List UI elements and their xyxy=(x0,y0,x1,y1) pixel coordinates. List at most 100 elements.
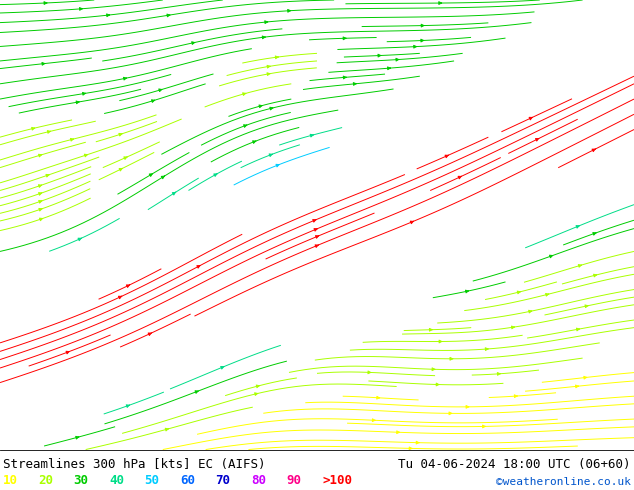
FancyArrowPatch shape xyxy=(197,266,200,268)
FancyArrowPatch shape xyxy=(39,185,42,187)
FancyArrowPatch shape xyxy=(167,14,170,17)
FancyArrowPatch shape xyxy=(529,310,532,313)
FancyArrowPatch shape xyxy=(149,173,153,176)
FancyArrowPatch shape xyxy=(148,333,152,336)
FancyArrowPatch shape xyxy=(378,54,381,57)
FancyArrowPatch shape xyxy=(39,193,42,195)
FancyArrowPatch shape xyxy=(578,265,581,267)
FancyArrowPatch shape xyxy=(255,393,258,395)
FancyArrowPatch shape xyxy=(172,192,176,195)
FancyArrowPatch shape xyxy=(466,406,469,408)
FancyArrowPatch shape xyxy=(482,425,486,428)
Text: 40: 40 xyxy=(109,474,124,487)
FancyArrowPatch shape xyxy=(256,385,259,388)
FancyArrowPatch shape xyxy=(343,37,346,40)
FancyArrowPatch shape xyxy=(439,1,442,4)
FancyArrowPatch shape xyxy=(107,14,110,17)
FancyArrowPatch shape xyxy=(70,138,74,141)
FancyArrowPatch shape xyxy=(310,134,313,137)
FancyArrowPatch shape xyxy=(265,21,268,24)
FancyArrowPatch shape xyxy=(465,290,469,293)
FancyArrowPatch shape xyxy=(269,154,273,156)
FancyArrowPatch shape xyxy=(387,67,391,70)
FancyArrowPatch shape xyxy=(161,176,165,179)
FancyArrowPatch shape xyxy=(372,419,375,421)
FancyArrowPatch shape xyxy=(39,208,42,211)
FancyArrowPatch shape xyxy=(76,101,79,104)
Text: Streamlines 300 hPa [kts] EC (AIFS): Streamlines 300 hPa [kts] EC (AIFS) xyxy=(3,459,266,471)
FancyArrowPatch shape xyxy=(439,340,442,343)
FancyArrowPatch shape xyxy=(267,73,270,75)
FancyArrowPatch shape xyxy=(126,405,129,407)
FancyArrowPatch shape xyxy=(314,228,317,231)
FancyArrowPatch shape xyxy=(124,157,127,159)
FancyArrowPatch shape xyxy=(195,391,198,393)
FancyArrowPatch shape xyxy=(529,117,533,120)
FancyArrowPatch shape xyxy=(82,93,86,95)
FancyArrowPatch shape xyxy=(550,255,553,258)
FancyArrowPatch shape xyxy=(584,376,587,379)
FancyArrowPatch shape xyxy=(267,65,270,68)
FancyArrowPatch shape xyxy=(259,105,262,108)
FancyArrowPatch shape xyxy=(126,285,130,288)
FancyArrowPatch shape xyxy=(288,9,290,12)
FancyArrowPatch shape xyxy=(315,245,318,247)
FancyArrowPatch shape xyxy=(158,89,162,92)
FancyArrowPatch shape xyxy=(450,357,453,360)
FancyArrowPatch shape xyxy=(396,58,399,61)
Text: 80: 80 xyxy=(251,474,266,487)
FancyArrowPatch shape xyxy=(48,131,51,133)
FancyArrowPatch shape xyxy=(421,24,424,27)
FancyArrowPatch shape xyxy=(416,441,419,444)
FancyArrowPatch shape xyxy=(410,221,413,224)
FancyArrowPatch shape xyxy=(75,437,79,439)
Text: 60: 60 xyxy=(180,474,195,487)
FancyArrowPatch shape xyxy=(546,294,549,296)
FancyArrowPatch shape xyxy=(32,127,35,130)
FancyArrowPatch shape xyxy=(576,385,579,388)
FancyArrowPatch shape xyxy=(276,164,280,167)
FancyArrowPatch shape xyxy=(576,328,579,331)
FancyArrowPatch shape xyxy=(409,447,412,450)
FancyArrowPatch shape xyxy=(42,62,45,65)
FancyArrowPatch shape xyxy=(262,36,265,39)
FancyArrowPatch shape xyxy=(44,1,47,4)
FancyArrowPatch shape xyxy=(576,225,579,228)
FancyArrowPatch shape xyxy=(119,133,122,136)
FancyArrowPatch shape xyxy=(485,348,488,350)
FancyArrowPatch shape xyxy=(84,154,87,157)
FancyArrowPatch shape xyxy=(270,107,273,110)
FancyArrowPatch shape xyxy=(497,372,500,375)
Text: ©weatheronline.co.uk: ©weatheronline.co.uk xyxy=(496,477,631,487)
FancyArrowPatch shape xyxy=(243,125,247,127)
FancyArrowPatch shape xyxy=(432,368,435,370)
FancyArrowPatch shape xyxy=(275,56,278,59)
FancyArrowPatch shape xyxy=(449,412,452,415)
FancyArrowPatch shape xyxy=(46,174,49,177)
FancyArrowPatch shape xyxy=(536,139,539,141)
FancyArrowPatch shape xyxy=(39,218,42,220)
FancyArrowPatch shape xyxy=(593,233,596,235)
FancyArrowPatch shape xyxy=(377,396,380,399)
FancyArrowPatch shape xyxy=(585,305,588,308)
Text: 10: 10 xyxy=(3,474,18,487)
FancyArrowPatch shape xyxy=(119,296,122,299)
Text: 90: 90 xyxy=(287,474,302,487)
FancyArrowPatch shape xyxy=(413,46,417,48)
Text: Tu 04-06-2024 18:00 UTC (06+60): Tu 04-06-2024 18:00 UTC (06+60) xyxy=(398,459,631,471)
FancyArrowPatch shape xyxy=(252,141,256,144)
FancyArrowPatch shape xyxy=(165,428,169,431)
Text: 50: 50 xyxy=(145,474,160,487)
Text: 70: 70 xyxy=(216,474,231,487)
FancyArrowPatch shape xyxy=(517,291,521,294)
FancyArrowPatch shape xyxy=(78,238,81,241)
FancyArrowPatch shape xyxy=(119,169,122,171)
FancyArrowPatch shape xyxy=(66,351,69,354)
FancyArrowPatch shape xyxy=(39,200,42,203)
FancyArrowPatch shape xyxy=(421,39,424,42)
FancyArrowPatch shape xyxy=(436,383,439,386)
FancyArrowPatch shape xyxy=(429,328,432,331)
Text: 20: 20 xyxy=(38,474,53,487)
FancyArrowPatch shape xyxy=(458,176,462,179)
FancyArrowPatch shape xyxy=(514,395,517,397)
